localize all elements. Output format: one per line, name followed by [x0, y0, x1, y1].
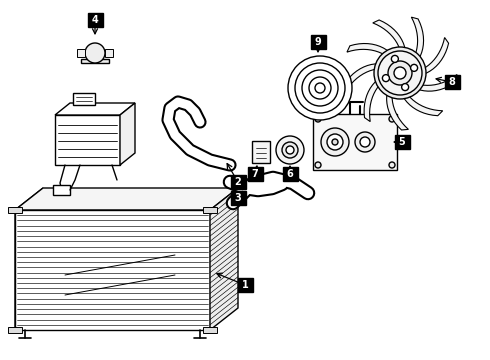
Circle shape: [394, 67, 406, 79]
Circle shape: [321, 128, 349, 156]
Circle shape: [411, 64, 417, 71]
Polygon shape: [55, 103, 135, 115]
Circle shape: [327, 134, 343, 150]
FancyBboxPatch shape: [88, 13, 102, 27]
Polygon shape: [15, 188, 43, 330]
Circle shape: [276, 136, 304, 164]
Polygon shape: [8, 327, 22, 333]
Circle shape: [388, 61, 412, 85]
Polygon shape: [252, 141, 270, 163]
Polygon shape: [120, 103, 135, 165]
Circle shape: [315, 116, 321, 122]
Text: 8: 8: [448, 77, 455, 87]
Text: 9: 9: [315, 37, 321, 47]
Polygon shape: [55, 115, 120, 165]
Polygon shape: [81, 59, 109, 63]
Text: 4: 4: [92, 15, 98, 25]
Circle shape: [360, 137, 370, 147]
Circle shape: [295, 63, 345, 113]
FancyBboxPatch shape: [247, 167, 263, 181]
Polygon shape: [373, 20, 406, 54]
Polygon shape: [15, 188, 238, 210]
Polygon shape: [203, 327, 217, 333]
Text: 2: 2: [235, 177, 242, 187]
Polygon shape: [203, 207, 217, 213]
Text: 7: 7: [252, 169, 258, 179]
FancyBboxPatch shape: [311, 35, 325, 49]
Circle shape: [355, 132, 375, 152]
Polygon shape: [344, 64, 382, 91]
Circle shape: [382, 75, 390, 82]
Circle shape: [389, 162, 395, 168]
Polygon shape: [412, 17, 423, 62]
Polygon shape: [73, 93, 95, 105]
Polygon shape: [414, 75, 457, 91]
Polygon shape: [15, 210, 210, 330]
Circle shape: [374, 47, 426, 99]
Polygon shape: [8, 207, 22, 213]
Polygon shape: [387, 89, 409, 130]
Circle shape: [315, 83, 325, 93]
FancyBboxPatch shape: [444, 75, 460, 89]
Circle shape: [302, 70, 338, 106]
Polygon shape: [210, 188, 238, 330]
Polygon shape: [77, 49, 85, 57]
FancyBboxPatch shape: [283, 167, 297, 181]
Circle shape: [282, 142, 298, 158]
Circle shape: [332, 139, 338, 145]
FancyBboxPatch shape: [238, 278, 252, 292]
Polygon shape: [419, 37, 449, 75]
Circle shape: [389, 116, 395, 122]
Text: 3: 3: [235, 193, 242, 203]
Circle shape: [402, 84, 409, 91]
Circle shape: [315, 162, 321, 168]
Text: 6: 6: [287, 169, 294, 179]
Polygon shape: [401, 92, 442, 116]
FancyBboxPatch shape: [230, 191, 245, 205]
FancyBboxPatch shape: [394, 135, 410, 149]
Polygon shape: [347, 44, 392, 57]
Text: 1: 1: [242, 280, 248, 290]
Circle shape: [309, 77, 331, 99]
Circle shape: [85, 43, 105, 63]
FancyBboxPatch shape: [230, 175, 245, 189]
Circle shape: [392, 55, 398, 62]
Circle shape: [286, 146, 294, 154]
Polygon shape: [105, 49, 113, 57]
Circle shape: [378, 51, 422, 95]
Polygon shape: [313, 114, 397, 170]
Text: 5: 5: [399, 137, 405, 147]
Polygon shape: [53, 185, 70, 195]
Polygon shape: [364, 77, 382, 122]
Circle shape: [288, 56, 352, 120]
